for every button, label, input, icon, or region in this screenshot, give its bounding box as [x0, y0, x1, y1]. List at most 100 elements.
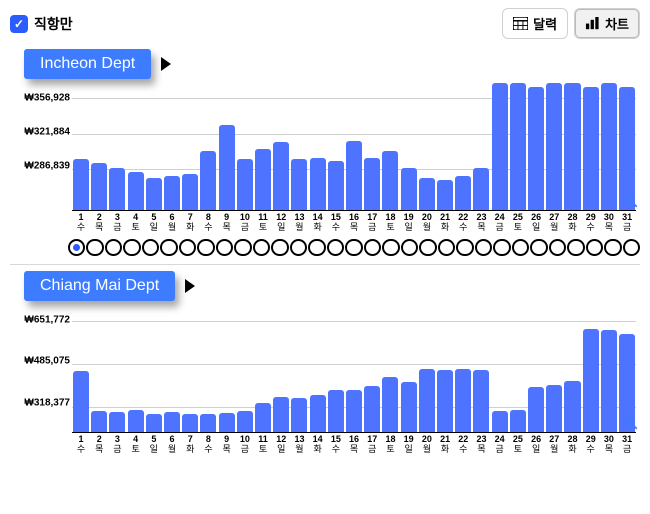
price-bar[interactable]: [310, 158, 326, 210]
price-bar[interactable]: [219, 413, 235, 432]
price-bar[interactable]: [528, 387, 544, 432]
price-bar[interactable]: [473, 370, 489, 432]
price-bar[interactable]: [510, 83, 526, 210]
date-dot[interactable]: [234, 239, 251, 256]
price-bar[interactable]: [182, 174, 198, 210]
price-bar[interactable]: [601, 83, 617, 210]
date-dot[interactable]: [438, 239, 455, 256]
price-bar[interactable]: [546, 83, 562, 210]
date-dot[interactable]: [308, 239, 325, 256]
date-dot[interactable]: [382, 239, 399, 256]
price-bar[interactable]: [164, 412, 180, 432]
play-icon[interactable]: [185, 279, 195, 293]
date-dot[interactable]: [216, 239, 233, 256]
date-dot[interactable]: [419, 239, 436, 256]
price-bar[interactable]: [164, 176, 180, 210]
price-bar[interactable]: [255, 149, 271, 210]
price-bar[interactable]: [419, 369, 435, 433]
calendar-button[interactable]: 달력: [502, 8, 568, 39]
price-bar[interactable]: [401, 382, 417, 432]
date-dot[interactable]: [179, 239, 196, 256]
price-bar[interactable]: [382, 151, 398, 210]
price-bar[interactable]: [91, 411, 107, 432]
price-bar[interactable]: [219, 125, 235, 210]
price-bar[interactable]: [401, 168, 417, 210]
date-dot[interactable]: [142, 239, 159, 256]
price-bar[interactable]: [200, 151, 216, 210]
price-bar[interactable]: [364, 386, 380, 432]
date-dot[interactable]: [549, 239, 566, 256]
price-bar[interactable]: [128, 410, 144, 432]
date-dot[interactable]: [512, 239, 529, 256]
price-bar[interactable]: [255, 403, 271, 432]
date-dot[interactable]: [401, 239, 418, 256]
date-dot[interactable]: [290, 239, 307, 256]
price-bar[interactable]: [437, 180, 453, 210]
price-bar[interactable]: [528, 87, 544, 210]
zoom-icon[interactable]: [624, 416, 638, 430]
price-bar[interactable]: [601, 330, 617, 432]
price-bar[interactable]: [564, 83, 580, 210]
date-dot[interactable]: [197, 239, 214, 256]
price-bar[interactable]: [455, 176, 471, 210]
price-bar[interactable]: [328, 161, 344, 210]
price-bar[interactable]: [364, 158, 380, 210]
price-bar[interactable]: [310, 395, 326, 432]
date-dot[interactable]: [123, 239, 140, 256]
price-bar[interactable]: [473, 168, 489, 210]
play-icon[interactable]: [161, 57, 171, 71]
price-bar[interactable]: [346, 390, 362, 432]
price-bar[interactable]: [182, 414, 198, 433]
price-bar[interactable]: [273, 397, 289, 433]
price-bar[interactable]: [73, 159, 89, 210]
date-dot[interactable]: [364, 239, 381, 256]
price-bar[interactable]: [273, 142, 289, 210]
price-bar[interactable]: [109, 412, 125, 432]
price-bar[interactable]: [109, 168, 125, 210]
date-dot[interactable]: [567, 239, 584, 256]
date-dot[interactable]: [475, 239, 492, 256]
price-bar[interactable]: [437, 370, 453, 432]
price-bar[interactable]: [583, 87, 599, 210]
price-bar[interactable]: [237, 159, 253, 210]
price-bar[interactable]: [291, 398, 307, 432]
date-dot[interactable]: [623, 239, 640, 256]
date-dot[interactable]: [493, 239, 510, 256]
date-dot[interactable]: [456, 239, 473, 256]
price-bar[interactable]: [291, 159, 307, 210]
price-bar[interactable]: [455, 369, 471, 433]
price-bar[interactable]: [146, 178, 162, 210]
price-bar[interactable]: [546, 385, 562, 433]
date-dot[interactable]: [345, 239, 362, 256]
date-dot[interactable]: [86, 239, 103, 256]
zoom-icon[interactable]: [624, 194, 638, 208]
date-dot[interactable]: [586, 239, 603, 256]
dept-tag[interactable]: Chiang Mai Dept: [24, 271, 175, 301]
price-bar[interactable]: [146, 414, 162, 433]
price-bar[interactable]: [619, 87, 635, 210]
price-bar[interactable]: [583, 329, 599, 432]
price-bar[interactable]: [492, 411, 508, 432]
price-bar[interactable]: [73, 371, 89, 432]
price-bar[interactable]: [328, 390, 344, 432]
price-bar[interactable]: [91, 163, 107, 210]
price-bar[interactable]: [237, 411, 253, 432]
price-bar[interactable]: [564, 381, 580, 433]
price-bar[interactable]: [492, 83, 508, 210]
date-dot[interactable]: [327, 239, 344, 256]
date-dot[interactable]: [253, 239, 270, 256]
price-bar[interactable]: [128, 172, 144, 210]
price-bar[interactable]: [510, 410, 526, 432]
date-dot[interactable]: [604, 239, 621, 256]
price-bar[interactable]: [419, 178, 435, 210]
direct-only-checkbox[interactable]: ✓: [10, 15, 28, 33]
price-bar[interactable]: [200, 414, 216, 432]
chart-button[interactable]: 차트: [574, 8, 640, 39]
date-dot[interactable]: [530, 239, 547, 256]
date-dot[interactable]: [68, 239, 85, 256]
dept-tag[interactable]: Incheon Dept: [24, 49, 151, 79]
price-bar[interactable]: [382, 377, 398, 433]
date-dot[interactable]: [105, 239, 122, 256]
date-dot[interactable]: [160, 239, 177, 256]
price-bar[interactable]: [346, 141, 362, 210]
